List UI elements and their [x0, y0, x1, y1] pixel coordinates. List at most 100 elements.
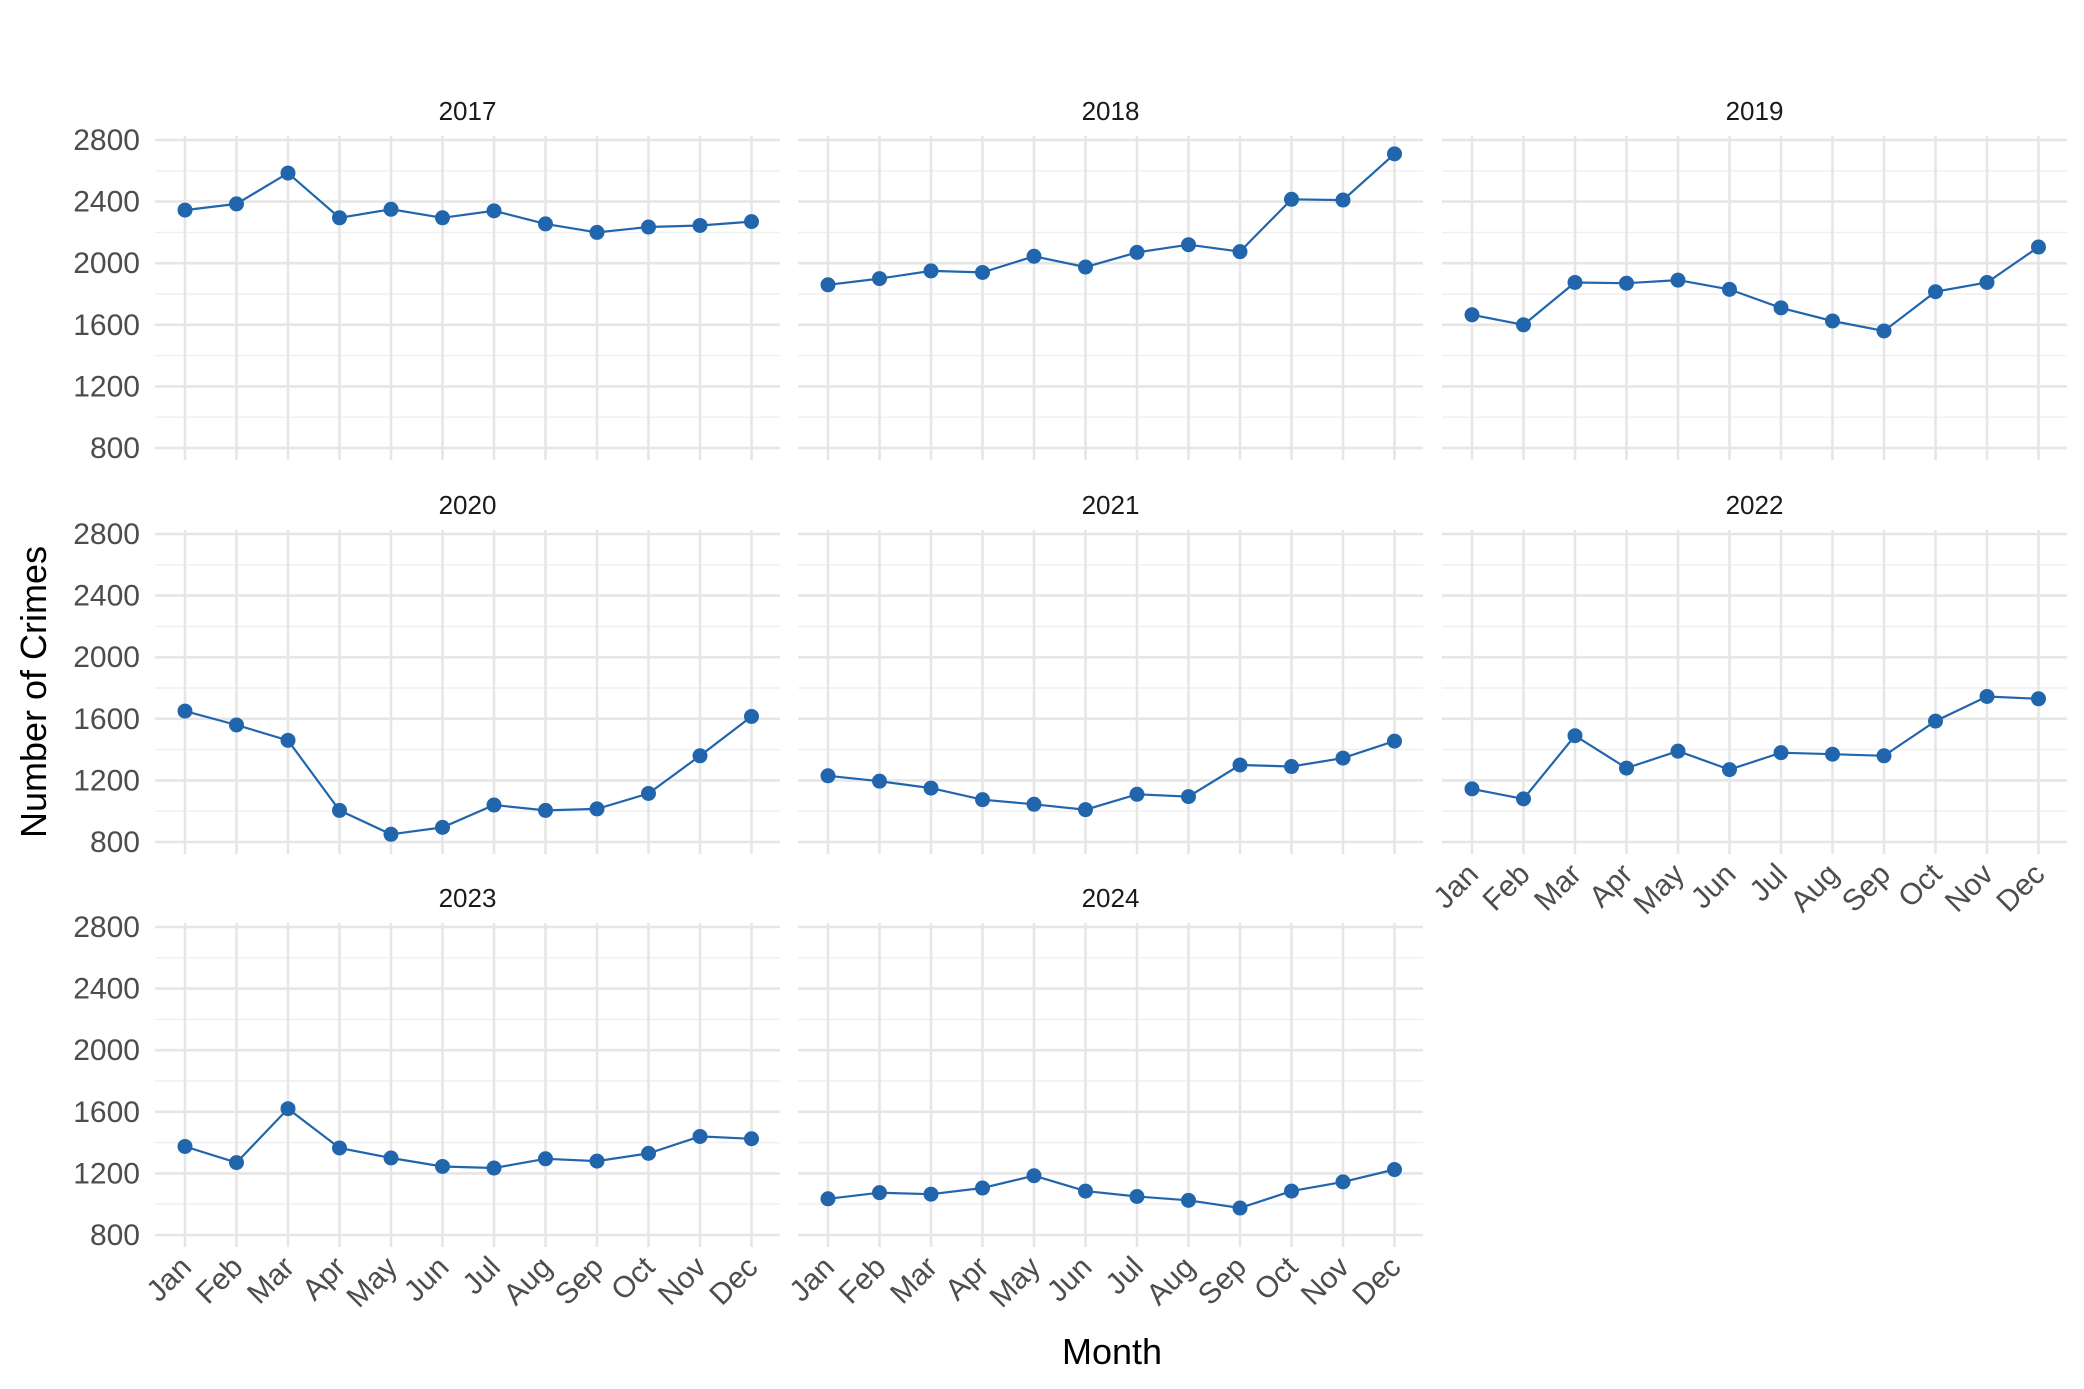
- x-tick-label: Feb: [190, 1251, 250, 1311]
- y-tick-label: 2800: [73, 124, 140, 157]
- x-tick-label: Jun: [398, 1251, 456, 1309]
- data-point: [641, 1145, 656, 1161]
- data-point: [1232, 244, 1248, 260]
- y-tick-label: 2000: [73, 1034, 140, 1067]
- facet-title-2023: 2023: [439, 883, 497, 913]
- facet-panel-2018: 2018: [798, 96, 1423, 460]
- facet-title-2021: 2021: [1082, 490, 1140, 520]
- data-point: [692, 217, 708, 233]
- x-tick-label: Apr: [939, 1251, 995, 1307]
- series-line-2018: [827, 153, 1396, 286]
- data-point: [383, 1150, 399, 1166]
- facet-panel-2020: 2020 800 1200 1600 2000 2400 2800: [73, 490, 780, 859]
- x-tick-label: Jan: [783, 1251, 841, 1309]
- facet-title-2017: 2017: [439, 96, 497, 126]
- data-point: [177, 202, 193, 218]
- series-line-2017: [184, 171, 752, 234]
- data-point: [589, 801, 605, 817]
- data-point: [1825, 313, 1840, 329]
- data-point: [1129, 244, 1145, 260]
- facet-panel-2021: 2021: [798, 490, 1423, 854]
- x-tick-label: Nov: [1295, 1251, 1356, 1312]
- data-point: [486, 797, 502, 813]
- x-tick-label: Dec: [1990, 858, 2051, 919]
- x-tick-label: Jun: [1041, 1251, 1099, 1309]
- x-tick-label: Apr: [296, 1251, 352, 1307]
- y-tick-label: 2400: [73, 186, 140, 219]
- y-tick-label: 1200: [73, 370, 140, 403]
- data-point: [435, 1158, 450, 1174]
- x-tick-label: Aug: [497, 1251, 558, 1312]
- data-point: [1979, 274, 1995, 290]
- series-line-2019: [1471, 246, 2040, 333]
- data-point: [641, 785, 656, 801]
- data-point: [1026, 796, 1042, 812]
- x-tick-label: Oct: [605, 1250, 662, 1307]
- data-point: [820, 768, 836, 784]
- y-axis-label: Number of Crimes: [13, 546, 54, 838]
- data-point: [692, 748, 708, 764]
- data-point: [538, 1151, 553, 1167]
- x-tick-label: Aug: [1140, 1251, 1201, 1312]
- data-point: [229, 717, 244, 733]
- data-point: [872, 271, 887, 287]
- data-point: [1619, 275, 1634, 291]
- data-point: [744, 708, 759, 724]
- y-tick-label: 2000: [73, 247, 140, 280]
- data-point: [177, 1138, 193, 1154]
- data-point: [1232, 757, 1248, 773]
- data-point: [280, 1101, 296, 1117]
- x-tick-label: Jan: [140, 1251, 198, 1309]
- y-tick-label: 1200: [73, 764, 140, 797]
- x-tick-label: Sep: [549, 1251, 610, 1312]
- data-point: [1387, 146, 1402, 162]
- data-point: [589, 1153, 605, 1169]
- data-point: [975, 1180, 990, 1196]
- data-point: [538, 216, 553, 232]
- data-point: [383, 201, 399, 217]
- y-tick-label: 1600: [73, 703, 140, 736]
- data-point: [1876, 748, 1892, 764]
- x-tick-label: Aug: [1784, 858, 1845, 919]
- data-point: [2031, 239, 2046, 255]
- data-point: [177, 703, 193, 719]
- data-point: [975, 264, 990, 280]
- data-point: [975, 792, 990, 808]
- data-point: [486, 203, 502, 219]
- series-line-2023: [184, 1107, 752, 1170]
- data-point: [1335, 192, 1351, 208]
- x-tick-label: May: [1628, 858, 1691, 921]
- data-point: [1928, 284, 1943, 300]
- data-point: [1335, 750, 1351, 766]
- data-point: [1670, 743, 1686, 759]
- y-tick-label: 800: [90, 432, 140, 465]
- data-point: [1078, 802, 1093, 818]
- data-point: [1670, 272, 1686, 288]
- x-tick-label: Nov: [1939, 858, 2000, 919]
- data-point: [1567, 274, 1583, 290]
- x-tick-label: Oct: [1248, 1250, 1305, 1307]
- data-point: [280, 165, 296, 181]
- data-point: [744, 214, 759, 230]
- x-tick-label: Dec: [703, 1251, 764, 1312]
- data-point: [872, 773, 887, 789]
- data-point: [1387, 733, 1402, 749]
- x-tick-label: May: [984, 1251, 1047, 1314]
- y-tick-label: 2800: [73, 518, 140, 551]
- x-tick-label: Sep: [1836, 858, 1897, 919]
- data-point: [1722, 281, 1737, 297]
- data-point: [280, 732, 296, 748]
- x-tick-label: Oct: [1892, 857, 1949, 914]
- x-tick-label: Jan: [1427, 858, 1485, 916]
- y-tick-label: 2400: [73, 580, 140, 613]
- data-point: [1232, 1200, 1248, 1216]
- x-tick-label: Apr: [1583, 858, 1639, 914]
- data-point: [1876, 323, 1892, 339]
- data-point: [229, 1155, 244, 1171]
- data-point: [1078, 1183, 1093, 1199]
- y-tick-label: 2400: [73, 973, 140, 1006]
- x-tick-label: Feb: [1477, 858, 1537, 918]
- facet-title-2018: 2018: [1082, 96, 1140, 126]
- data-point: [1026, 248, 1042, 264]
- data-point: [2031, 691, 2046, 707]
